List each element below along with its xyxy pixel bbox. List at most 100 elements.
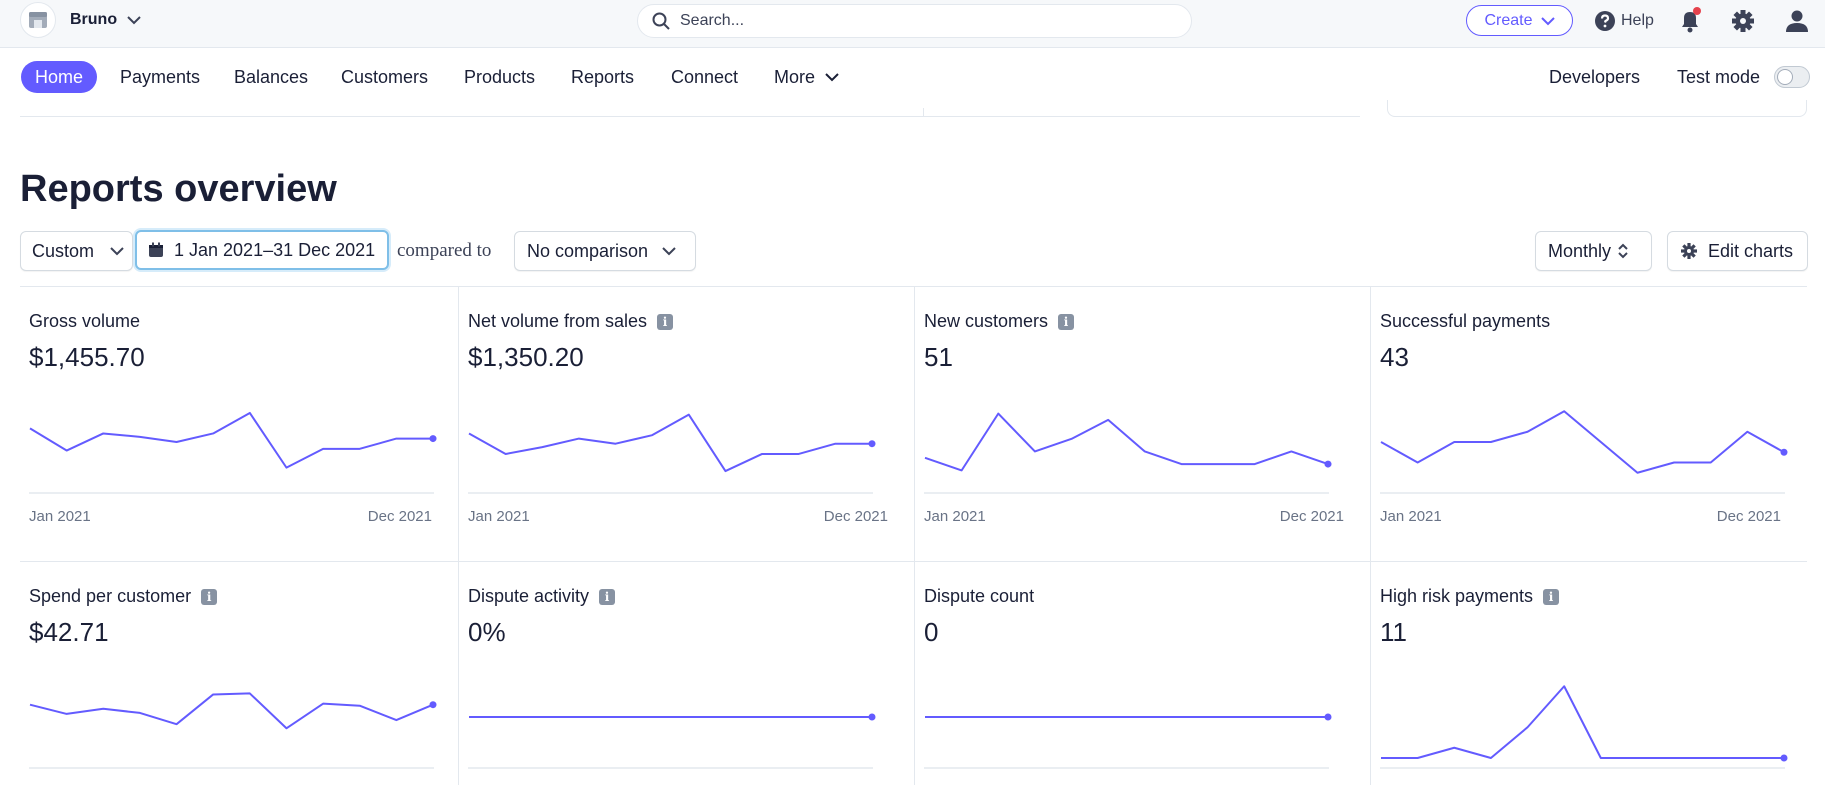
info-icon[interactable]: i: [1058, 313, 1075, 330]
last-point-marker: [1780, 754, 1788, 762]
info-icon[interactable]: i: [1543, 588, 1560, 605]
search-icon: [652, 12, 670, 30]
sparkline-chart: [1380, 410, 1788, 494]
card-label: Dispute activity i: [468, 586, 616, 607]
card-label: Net volume from sales i: [468, 311, 674, 332]
sparkline-chart: [29, 692, 437, 769]
card-value: $1,350.20: [468, 342, 584, 372]
card-value: 11: [1380, 617, 1407, 647]
test-mode-label: Test mode: [1677, 67, 1761, 87]
card-title: High risk payments: [1380, 586, 1534, 606]
card-title: Dispute activity: [468, 586, 590, 606]
comparison-select[interactable]: No comparison: [514, 231, 696, 271]
card-title: Dispute count: [924, 586, 1035, 606]
account-name: Bruno: [70, 11, 118, 28]
card-value: $1,455.70: [29, 342, 145, 372]
store-icon: [20, 2, 56, 38]
last-point-marker: [429, 701, 437, 709]
report-card-net-volume[interactable]: Net volume from sales i $1,350.20 Jan 202…: [459, 287, 915, 561]
card-value: 0: [924, 617, 939, 647]
interval-value: Monthly: [1548, 240, 1612, 261]
profile-user-icon[interactable]: [1784, 6, 1810, 36]
sparkline-chart: [468, 413, 876, 494]
report-card-new-customers[interactable]: New customers i 51 Jan 2021 Dec 2021: [915, 287, 1371, 561]
sparkline-chart: [468, 713, 876, 769]
chevron-down-icon: [1540, 16, 1555, 25]
series-line: [1380, 410, 1785, 474]
last-point-marker: [429, 435, 437, 443]
x-axis-end: Dec 2021: [367, 508, 432, 525]
x-axis-end: Dec 2021: [1716, 508, 1781, 525]
range-preset-select[interactable]: Custom: [20, 231, 133, 271]
last-point-marker: [1324, 460, 1332, 468]
nav-more[interactable]: More: [774, 61, 839, 93]
last-point-marker: [868, 713, 876, 721]
card-value: $42.71: [29, 617, 109, 647]
nav-products[interactable]: Products: [464, 67, 536, 87]
info-icon[interactable]: i: [657, 313, 674, 330]
comparison-value: No comparison: [527, 240, 649, 261]
page-title: Reports overview: [20, 168, 337, 210]
info-icon[interactable]: i: [201, 588, 218, 605]
series-line: [924, 412, 1329, 472]
divider: [923, 108, 924, 117]
sparkline-chart: [29, 411, 437, 494]
search-input[interactable]: [680, 12, 1160, 30]
card-value: 0%: [468, 617, 506, 647]
x-axis-start: Jan 2021: [29, 508, 91, 525]
notifications-bell-icon[interactable]: [1677, 6, 1703, 36]
create-button[interactable]: Create: [1466, 5, 1573, 36]
nav-home[interactable]: Home: [21, 61, 98, 93]
chevron-down-icon: [110, 247, 124, 256]
search-bar[interactable]: [637, 4, 1192, 38]
card-label: Successful payments: [1380, 311, 1550, 332]
help-label: Help: [1621, 12, 1654, 29]
x-axis-start: Jan 2021: [468, 508, 530, 525]
sparkline-chart: [1380, 685, 1788, 769]
series-line: [1381, 685, 1784, 759]
nav-balances[interactable]: Balances: [234, 67, 309, 87]
nav-payments[interactable]: Payments: [120, 67, 201, 87]
date-range-picker[interactable]: 1 Jan 2021–31 Dec 2021: [135, 230, 389, 270]
report-card-spend-per-customer[interactable]: Spend per customer i $42.71: [20, 561, 459, 785]
report-card-dispute-activity[interactable]: Dispute activity i 0%: [459, 561, 915, 785]
test-mode-toggle[interactable]: [1774, 66, 1810, 88]
card-label: Spend per customer i: [29, 586, 218, 607]
last-point-marker: [868, 440, 876, 448]
report-card-high-risk-payments[interactable]: High risk payments i 11: [1371, 561, 1807, 785]
edit-charts-button[interactable]: Edit charts: [1667, 231, 1808, 271]
help-button[interactable]: Help: [1594, 6, 1654, 36]
last-point-marker: [1324, 713, 1332, 721]
info-icon[interactable]: i: [599, 588, 616, 605]
gear-icon: [1681, 243, 1697, 259]
x-axis-start: Jan 2021: [924, 508, 986, 525]
interval-select[interactable]: Monthly: [1535, 231, 1652, 271]
nav-more-label: More: [774, 67, 816, 87]
chevron-up-down-icon: [1618, 243, 1628, 259]
nav-reports[interactable]: Reports: [571, 67, 635, 87]
card-label: Dispute count: [924, 586, 1034, 607]
x-axis-start: Jan 2021: [1380, 508, 1442, 525]
create-label: Create: [1484, 11, 1533, 29]
settings-gear-icon[interactable]: [1730, 6, 1756, 36]
account-switcher[interactable]: Bruno: [20, 2, 141, 38]
report-card-dispute-count[interactable]: Dispute count 0: [915, 561, 1371, 785]
reports-grid: Gross volume $1,455.70 Jan 2021 Dec 2021…: [20, 286, 1807, 785]
card-value: 43: [1380, 342, 1409, 372]
card-title: New customers: [924, 311, 1049, 331]
nav-customers[interactable]: Customers: [341, 67, 429, 87]
chevron-down-icon: [825, 73, 839, 82]
card-title: Gross volume: [29, 311, 141, 331]
help-icon: [1595, 11, 1615, 31]
sparkline-chart: [924, 412, 1332, 494]
previous-section-edge: [20, 108, 1360, 117]
range-preset-value: Custom: [32, 240, 95, 261]
nav-connect[interactable]: Connect: [671, 67, 739, 87]
compared-to-label: compared to: [397, 240, 492, 261]
chevron-down-icon: [662, 247, 676, 256]
nav-developers[interactable]: Developers: [1549, 67, 1641, 87]
report-card-gross-volume[interactable]: Gross volume $1,455.70 Jan 2021 Dec 2021: [20, 287, 459, 561]
x-axis-end: Dec 2021: [823, 508, 888, 525]
sparkline-chart: [924, 713, 1332, 769]
report-card-successful-payments[interactable]: Successful payments 43 Jan 2021 Dec 2021: [1371, 287, 1807, 561]
